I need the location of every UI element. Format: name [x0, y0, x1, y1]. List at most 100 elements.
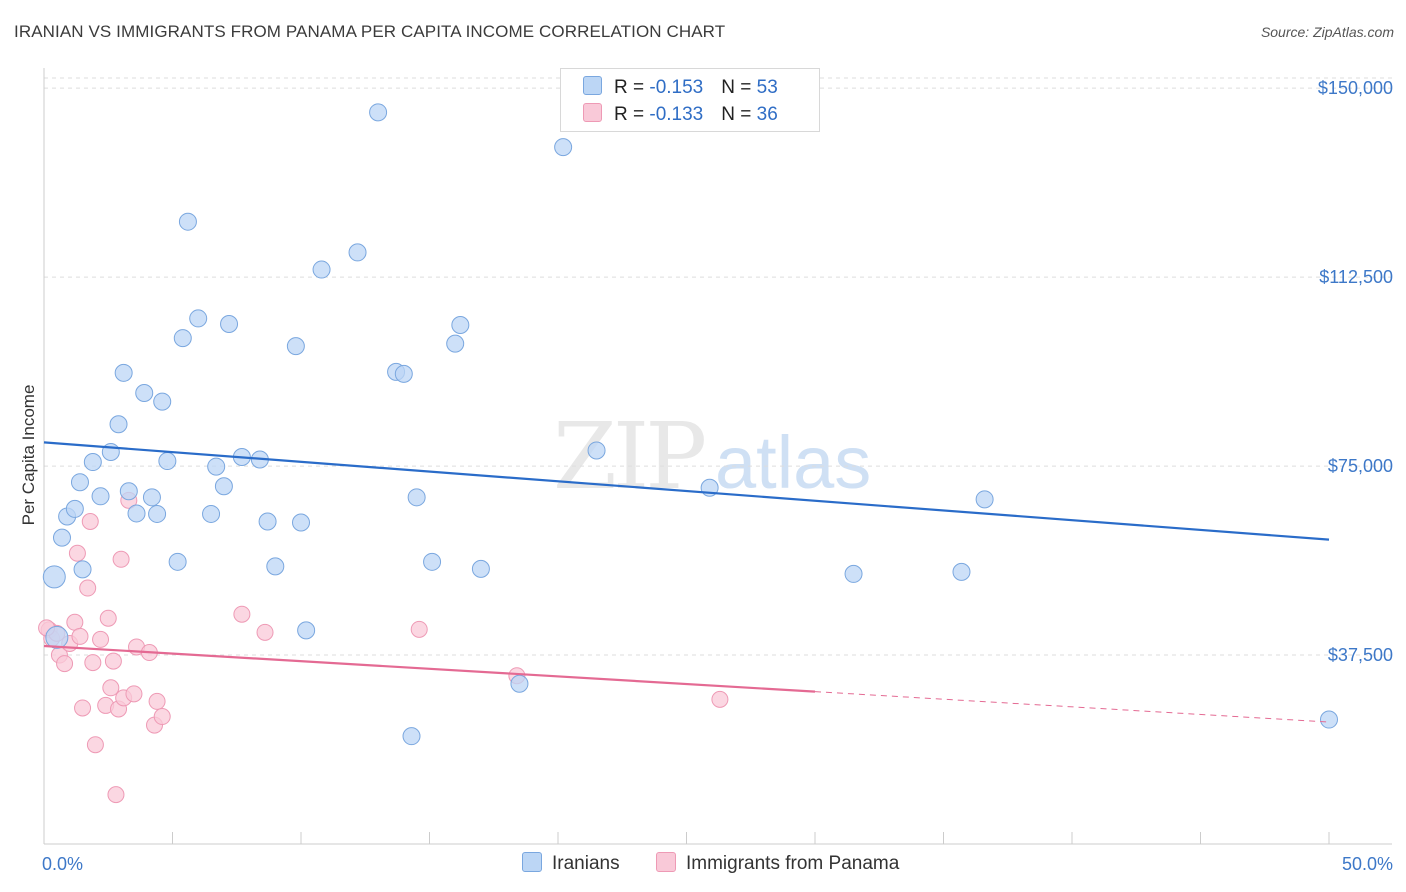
series-panama-points [38, 491, 729, 804]
legend-n-label: N = [721, 77, 757, 98]
data-point-iranians [114, 363, 133, 382]
data-point-iranians [65, 499, 84, 518]
legend-r-value: -0.133 [649, 104, 704, 125]
data-point-iranians [446, 334, 465, 353]
data-point-iranians [407, 488, 426, 507]
data-point-iranians [266, 557, 285, 576]
trend-lines [43, 441, 1330, 723]
data-point-panama [125, 685, 143, 703]
data-point-iranians [402, 727, 421, 746]
data-point-iranians [178, 212, 197, 231]
data-point-panama [99, 609, 117, 627]
data-point-iranians [173, 329, 192, 348]
grid [44, 77, 1392, 656]
data-point-iranians [207, 457, 226, 476]
data-point-panama [66, 613, 84, 631]
data-point-panama [107, 786, 125, 804]
data-point-iranians [220, 314, 239, 333]
data-point-panama [233, 605, 251, 623]
data-point-iranians [258, 512, 277, 531]
data-point-panama [84, 654, 102, 672]
legend-n-value: 36 [756, 104, 778, 125]
data-point-panama [71, 627, 89, 645]
legend-row-iranians: R = -0.153 N = 53 [583, 76, 778, 99]
data-point-iranians [286, 337, 305, 356]
data-point-iranians [153, 392, 172, 411]
axes [43, 68, 1392, 845]
data-point-iranians [1320, 710, 1338, 729]
data-point-iranians [214, 477, 233, 496]
data-point-iranians [369, 103, 388, 122]
y-tick-label: $112,500 [1319, 267, 1393, 287]
data-point-iranians [471, 559, 490, 578]
source-label: Source: ZipAtlas.com [1260, 24, 1394, 40]
legend-swatch-blue [583, 76, 602, 95]
data-point-iranians [844, 564, 863, 583]
data-point-iranians [554, 138, 573, 157]
bottom-legend-swatch-pink [656, 852, 676, 872]
data-point-iranians [42, 565, 66, 589]
data-point-iranians [73, 560, 92, 579]
data-point-iranians [109, 415, 128, 434]
data-point-panama [81, 513, 99, 531]
data-point-iranians [148, 504, 167, 523]
data-point-panama [410, 620, 428, 638]
data-point-panama [56, 655, 74, 673]
bottom-legend-panama: Immigrants from Panama [656, 852, 899, 875]
legend: R = -0.153 N = 53 R = -0.133 N = 36 [560, 68, 820, 132]
data-point-iranians [587, 441, 606, 460]
data-point-panama [102, 679, 120, 697]
data-point-panama [68, 544, 86, 562]
data-point-panama [256, 623, 274, 641]
data-point-iranians [52, 528, 71, 547]
data-point-iranians [348, 243, 367, 262]
data-point-iranians [189, 309, 208, 328]
svg-text:atlas: atlas [715, 421, 871, 504]
data-point-panama [86, 736, 104, 754]
data-point-panama [92, 630, 110, 648]
y-tick-label: $75,000 [1328, 456, 1393, 476]
data-point-iranians [142, 488, 161, 507]
data-point-iranians [119, 482, 138, 501]
data-point-panama [112, 550, 130, 568]
data-point-iranians [127, 504, 146, 523]
data-point-iranians [91, 487, 110, 506]
y-tick-labels: $37,500 $75,000 $112,500 $150,000 [1318, 78, 1393, 665]
data-point-panama [153, 708, 171, 726]
data-point-iranians [312, 260, 331, 279]
data-point-iranians [451, 315, 470, 334]
data-point-iranians [83, 453, 102, 472]
y-tick-label: $150,000 [1318, 78, 1393, 98]
data-point-iranians [975, 490, 994, 509]
legend-row-panama: R = -0.133 N = 36 [583, 103, 778, 126]
data-point-iranians [394, 364, 413, 383]
bottom-legend-label: Immigrants from Panama [686, 853, 900, 874]
bottom-legend-label: Iranians [552, 853, 620, 874]
data-point-iranians [952, 562, 971, 581]
x-tick-label: 50.0% [1342, 854, 1393, 874]
chart-title: IRANIAN VS IMMIGRANTS FROM PANAMA PER CA… [14, 22, 726, 41]
data-point-iranians [45, 625, 69, 649]
x-tick-label: 0.0% [42, 854, 83, 874]
legend-r-label: R = [614, 104, 650, 125]
trend-line-panama-extension [814, 691, 1330, 723]
data-point-iranians [510, 674, 529, 693]
bottom-legend-swatch-blue [522, 852, 542, 872]
y-axis-title: Per Capita Income [19, 385, 38, 526]
trend-line-iranians [43, 441, 1330, 541]
data-point-panama [711, 690, 729, 708]
legend-n-label: N = [721, 104, 757, 125]
series-iranians-points [42, 103, 1338, 746]
data-point-iranians [70, 473, 89, 492]
data-point-iranians [158, 452, 177, 471]
legend-r-value: -0.153 [649, 77, 704, 98]
svg-text:ZIP: ZIP [553, 403, 704, 510]
watermark: ZIP atlas [553, 403, 871, 510]
legend-n-value: 53 [756, 77, 778, 98]
data-point-iranians [202, 504, 221, 523]
data-point-iranians [135, 384, 154, 403]
trend-line-panama [43, 644, 816, 693]
x-ticks [43, 832, 1330, 844]
data-point-panama [148, 692, 166, 710]
